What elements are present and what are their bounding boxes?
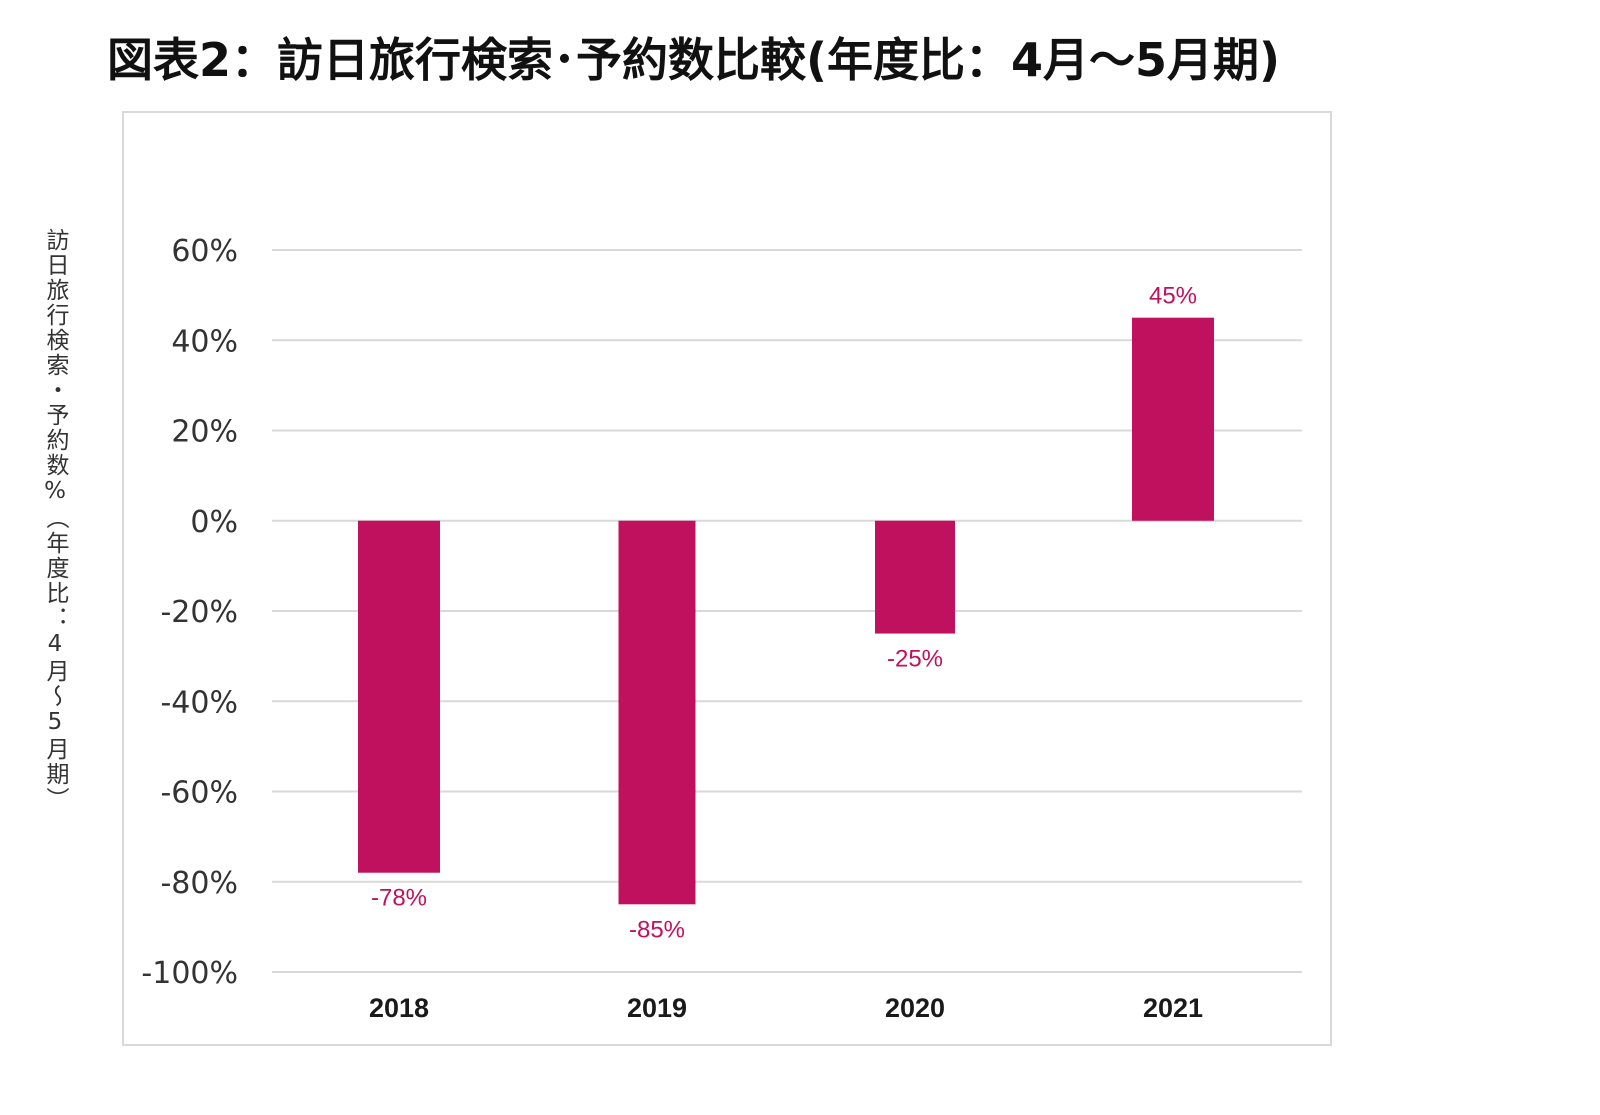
x-tick-label-2019: 2019 (627, 993, 687, 1023)
bar-2020 (875, 520, 955, 634)
y-tick-label: -80% (160, 866, 238, 901)
bar-2019 (618, 520, 696, 905)
bar-2021 (1132, 317, 1214, 521)
data-label-2018: -78% (371, 885, 427, 912)
x-tick-label-2018: 2018 (369, 993, 429, 1023)
y-tick-label: -100% (141, 956, 238, 991)
y-tick-label: 40% (171, 324, 238, 359)
chart-title: 図表2：訪日旅行検索･予約数比較(年度比：4月～5月期) (107, 33, 1281, 87)
y-tick-label: -60% (160, 776, 238, 811)
y-tick-label: -40% (160, 685, 238, 720)
y-tick-label: 60% (171, 234, 238, 269)
x-tick-label-2020: 2020 (885, 993, 945, 1023)
y-tick-label: -20% (160, 595, 238, 630)
data-label-2020: -25% (887, 646, 943, 673)
y-tick-label: 0% (190, 505, 238, 540)
y-axis-title: 訪日旅行検索・予約数%（年度比：4月～5月期） (42, 228, 68, 812)
chart-frame (122, 111, 1332, 1046)
data-label-2021: 45% (1149, 283, 1197, 310)
data-label-2019: -85% (629, 916, 685, 943)
x-tick-label-2021: 2021 (1143, 993, 1203, 1023)
bar-2018 (358, 520, 440, 873)
y-tick-label: 20% (171, 415, 238, 450)
